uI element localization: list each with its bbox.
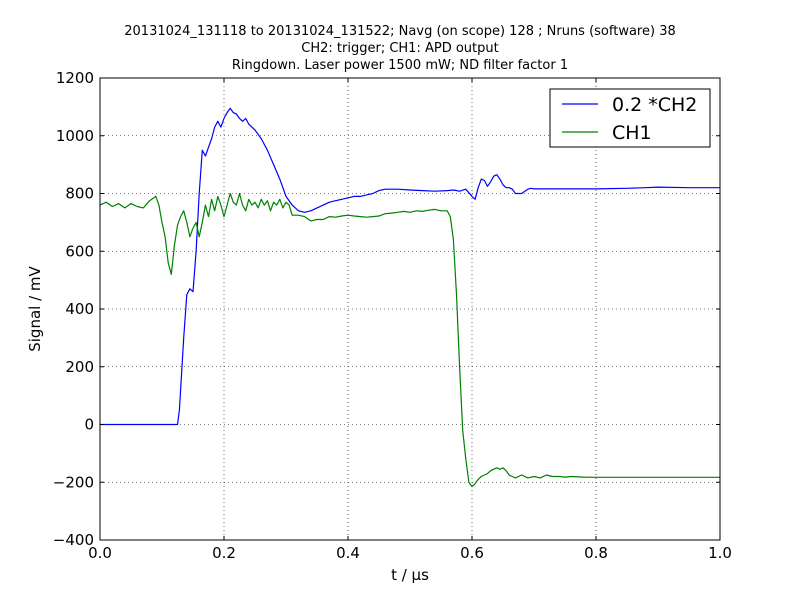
- y-axis-label: Signal / mV: [26, 265, 44, 351]
- y-tick-label: 1200: [56, 69, 94, 87]
- chart-title-line-3: Ringdown. Laser power 1500 mW; ND filter…: [231, 58, 569, 73]
- legend-label-ch1: CH1: [612, 122, 652, 144]
- y-tick-label: −200: [53, 473, 94, 491]
- series-line-ch2: [100, 107, 720, 426]
- x-tick-label: 0.4: [336, 544, 360, 562]
- x-tick-label: 0.0: [88, 544, 112, 562]
- axis-ticks: 0.0 0.2 0.4 0.6 0.8 1.0 −400 −200 0 200 400 600 800 1…: [53, 69, 732, 562]
- data-series: [99, 107, 720, 488]
- chart-title-line-1: 20131024_131118 to 20131024_131522; Navg…: [124, 24, 676, 39]
- y-tick-label: 1000: [56, 127, 94, 145]
- x-tick-label: 0.2: [212, 544, 236, 562]
- y-tick-label: 200: [65, 358, 94, 376]
- y-tick-label: 600: [65, 242, 94, 260]
- x-tick-label: 1.0: [708, 544, 732, 562]
- chart-legend: 0.2 *CH2 CH1: [549, 88, 711, 148]
- y-tick-label: −400: [53, 531, 94, 549]
- y-tick-label: 400: [65, 300, 94, 318]
- x-axis-label: t / μs: [391, 566, 429, 584]
- chart-title-line-2: CH2: trigger; CH1: APD output: [301, 41, 499, 56]
- x-tick-label: 0.6: [460, 544, 484, 562]
- x-tick-label: 0.8: [584, 544, 608, 562]
- y-tick-label: 800: [65, 185, 94, 203]
- series-line-ch1: [99, 192, 720, 488]
- y-tick-label: 0: [84, 416, 94, 434]
- legend-box: [549, 88, 711, 148]
- legend-label-ch2: 0.2 *CH2: [612, 94, 697, 116]
